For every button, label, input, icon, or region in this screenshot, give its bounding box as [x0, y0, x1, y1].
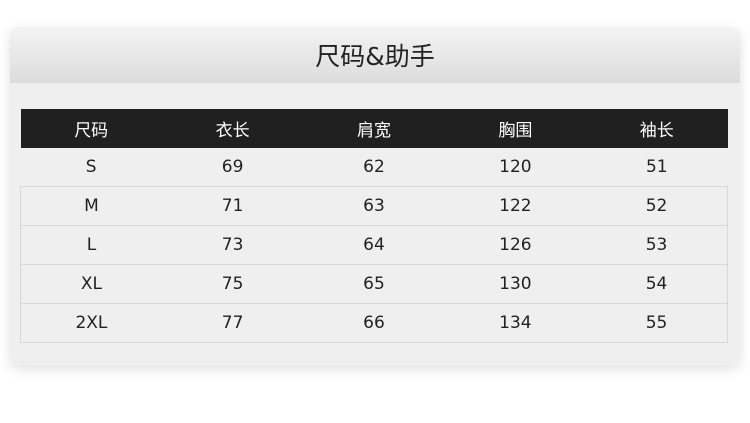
table-cell: M: [19, 186, 162, 226]
table-cell: 75: [161, 264, 304, 304]
table-cell: 130: [444, 264, 587, 304]
table-cell: 63: [303, 186, 445, 226]
table-row: XL 75 65 130 54: [19, 264, 729, 304]
table-header-row: 尺码 衣长 肩宽 胸围 袖长: [20, 109, 728, 148]
size-chart-card: 尺码&助手 尺码 衣长 肩宽 胸围 袖长 S 69 62 120 51 M 71 63 122 5…: [10, 27, 740, 365]
table-row: S 69 62 120 51: [21, 148, 728, 187]
table-row: M 71 63 122 52: [19, 186, 729, 226]
table-row: 2XL 77 66 134 55: [19, 303, 729, 343]
header-shoulder: 肩宽: [303, 109, 445, 148]
table-cell: 126: [444, 225, 587, 265]
table-cell: 69: [221, 157, 244, 177]
table-cell: 120: [499, 157, 532, 177]
table-cell: 53: [586, 225, 729, 265]
chart-title: 尺码&助手: [10, 27, 740, 83]
table-cell: 122: [444, 186, 587, 226]
table-cell: 62: [363, 157, 385, 177]
header-chest: 胸围: [444, 109, 587, 148]
table-cell: 54: [586, 264, 729, 304]
table-cell: S: [85, 157, 97, 177]
header-sleeve: 袖长: [586, 109, 728, 148]
table-cell: 65: [303, 264, 445, 304]
header-length: 衣长: [161, 109, 304, 148]
table-cell: 52: [586, 186, 729, 226]
table-cell: L: [19, 225, 162, 265]
table-cell: 2XL: [19, 303, 162, 343]
header-size: 尺码: [20, 109, 162, 148]
size-table: 尺码 衣长 肩宽 胸围 袖长 S 69 62 120 51 M 71 63 122 52 L 73 64…: [19, 109, 729, 343]
table-cell: 77: [161, 303, 304, 343]
table-cell: 73: [161, 225, 304, 265]
table-cell: 55: [586, 303, 729, 343]
table-cell: 71: [161, 186, 304, 226]
table-cell: 134: [444, 303, 587, 343]
table-cell: 51: [645, 157, 668, 177]
table-row: L 73 64 126 53: [19, 225, 729, 265]
table-cell: XL: [19, 264, 162, 304]
table-cell: 64: [303, 225, 445, 265]
table-cell: 66: [303, 303, 445, 343]
